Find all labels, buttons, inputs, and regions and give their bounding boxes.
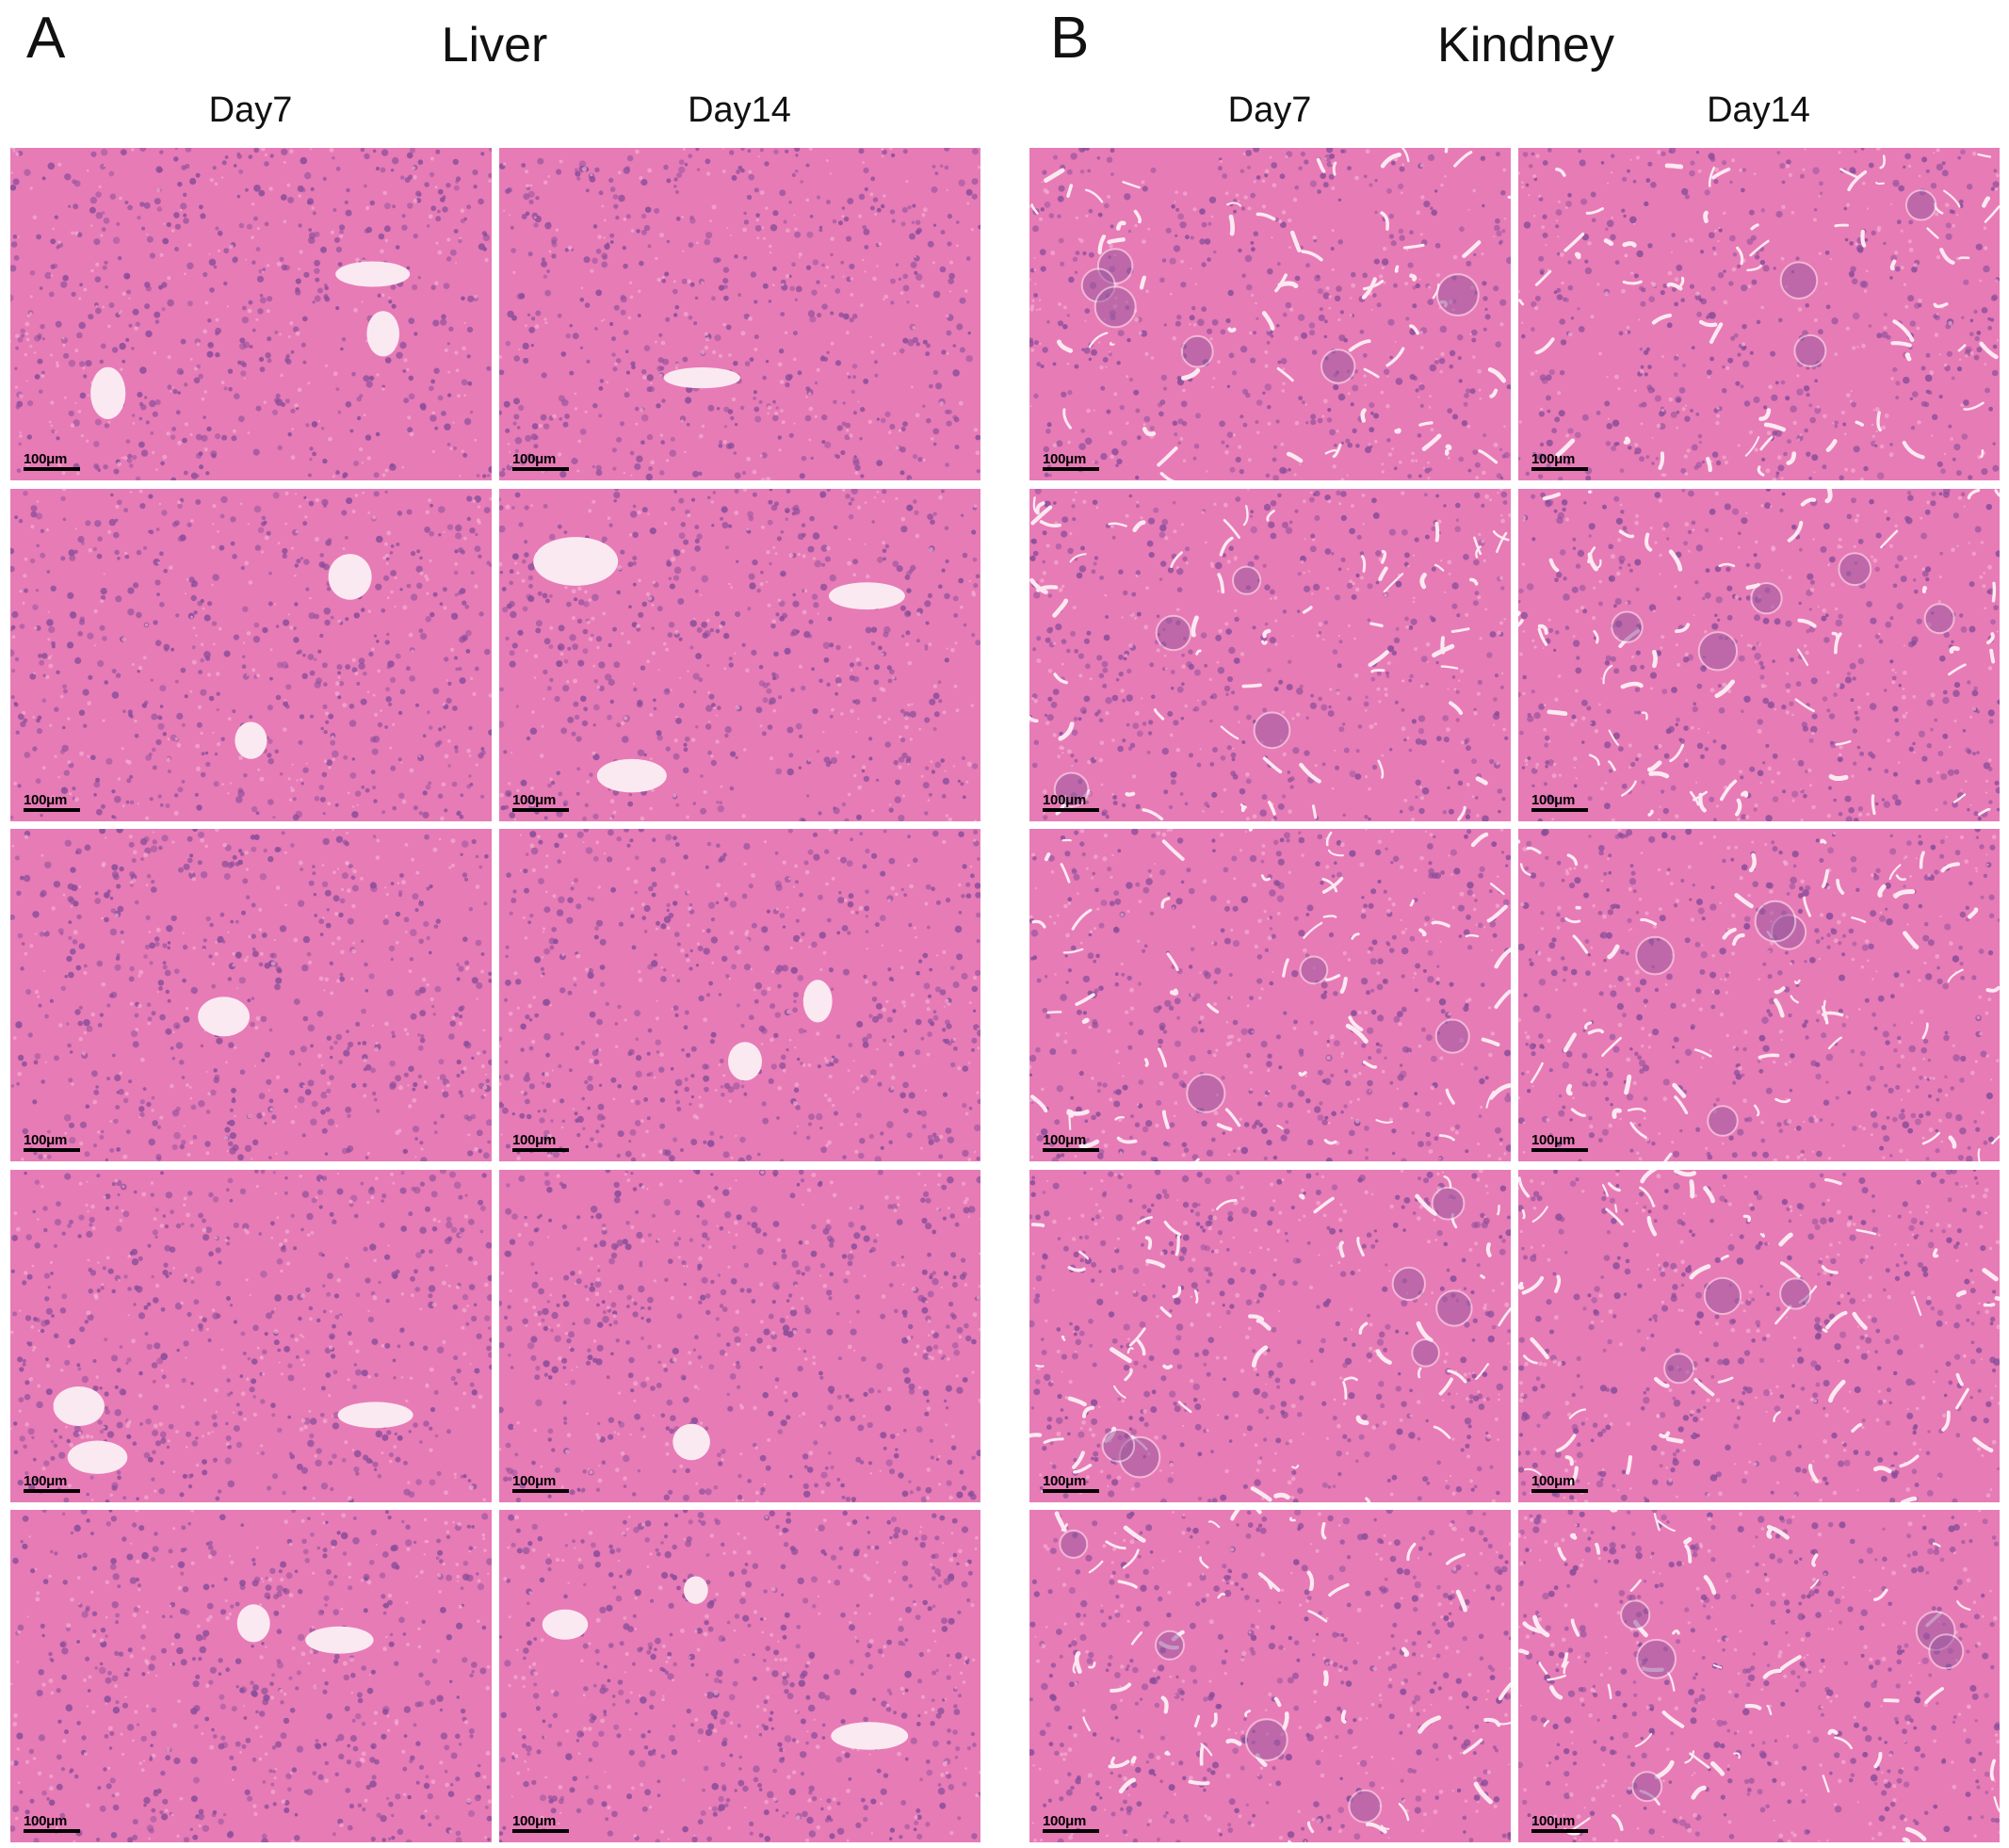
panel-a-letter: A [26, 6, 66, 71]
scale-bar-label: 100μm [24, 451, 68, 467]
scale-bar-line [512, 808, 569, 812]
kidney-micrograph-day7-row1: 100μm [1029, 148, 1511, 480]
scale-bar-label: 100μm [24, 1813, 68, 1829]
liver-micrograph-day14-row2: 100μm [499, 489, 980, 821]
scale-bar: 100μm [512, 1474, 569, 1493]
scale-bar-label: 100μm [1043, 1132, 1087, 1148]
scale-bar-line [24, 467, 80, 471]
liver-micrograph-day7-row1: 100μm [10, 148, 492, 480]
scale-bar: 100μm [1531, 1474, 1588, 1493]
scale-bar: 100μm [1043, 793, 1099, 812]
scale-bar-label: 100μm [1531, 792, 1576, 808]
panel-a-title: Liver [441, 18, 548, 73]
scale-bar: 100μm [1531, 452, 1588, 471]
scale-bar-label: 100μm [1043, 451, 1087, 467]
liver-micrograph-day7-row2: 100μm [10, 489, 492, 821]
scale-bar: 100μm [1043, 1474, 1099, 1493]
scale-bar: 100μm [24, 452, 80, 471]
scale-bar-line [1531, 1148, 1588, 1152]
scale-bar-line [512, 1829, 569, 1833]
kidney-micrograph-day14-row3: 100μm [1518, 829, 2000, 1161]
scale-bar-label: 100μm [1043, 1473, 1087, 1489]
panel-b-title: Kindney [1437, 18, 1614, 73]
scale-bar-line [1043, 1148, 1099, 1152]
scale-bar-line [512, 1489, 569, 1493]
scale-bar-line [1531, 467, 1588, 471]
liver-micrograph-day14-row3: 100μm [499, 829, 980, 1161]
scale-bar-line [1043, 808, 1099, 812]
scale-bar-line [24, 1148, 80, 1152]
panel-b-letter: B [1050, 6, 1090, 71]
scale-bar-label: 100μm [512, 1473, 557, 1489]
scale-bar-label: 100μm [24, 1132, 68, 1148]
scale-bar: 100μm [1043, 1133, 1099, 1152]
scale-bar-label: 100μm [1043, 792, 1087, 808]
kidney-micrograph-day7-row4: 100μm [1029, 1170, 1511, 1502]
scale-bar-label: 100μm [512, 451, 557, 467]
liver-micrograph-day7-row3: 100μm [10, 829, 492, 1161]
liver-day7-label: Day7 [208, 90, 293, 130]
scale-bar-line [1531, 808, 1588, 812]
scale-bar: 100μm [512, 793, 569, 812]
liver-micrograph-day14-row4: 100μm [499, 1170, 980, 1502]
liver-micrograph-day7-row4: 100μm [10, 1170, 492, 1502]
scale-bar-line [1043, 467, 1099, 471]
scale-bar-label: 100μm [1531, 1132, 1576, 1148]
scale-bar: 100μm [512, 1133, 569, 1152]
scale-bar: 100μm [24, 1814, 80, 1833]
scale-bar-line [24, 1829, 80, 1833]
scale-bar-line [1043, 1829, 1099, 1833]
scale-bar: 100μm [512, 452, 569, 471]
scale-bar: 100μm [1531, 1814, 1588, 1833]
kidney-day14-label: Day14 [1707, 90, 1810, 130]
scale-bar: 100μm [1043, 452, 1099, 471]
kidney-micrograph-day14-row2: 100μm [1518, 489, 2000, 821]
scale-bar: 100μm [1531, 793, 1588, 812]
scale-bar-label: 100μm [1531, 1473, 1576, 1489]
scale-bar: 100μm [24, 1474, 80, 1493]
kidney-micrograph-day7-row5: 100μm [1029, 1510, 1511, 1842]
scale-bar-label: 100μm [24, 1473, 68, 1489]
scale-bar-line [1531, 1489, 1588, 1493]
scale-bar: 100μm [1531, 1133, 1588, 1152]
scale-bar-line [512, 1148, 569, 1152]
scale-bar-line [1043, 1489, 1099, 1493]
kidney-micrograph-day14-row4: 100μm [1518, 1170, 2000, 1502]
kidney-micrograph-day14-row5: 100μm [1518, 1510, 2000, 1842]
scale-bar: 100μm [24, 793, 80, 812]
kidney-micrograph-day14-row1: 100μm [1518, 148, 2000, 480]
liver-micrograph-day14-row1: 100μm [499, 148, 980, 480]
scale-bar-label: 100μm [24, 792, 68, 808]
liver-day14-label: Day14 [688, 90, 791, 130]
kidney-micrograph-day7-row2: 100μm [1029, 489, 1511, 821]
scale-bar-label: 100μm [1531, 1813, 1576, 1829]
liver-micrograph-day14-row5: 100μm [499, 1510, 980, 1842]
scale-bar-label: 100μm [512, 792, 557, 808]
scale-bar-label: 100μm [1531, 451, 1576, 467]
scale-bar-line [512, 467, 569, 471]
kidney-micrograph-day7-row3: 100μm [1029, 829, 1511, 1161]
scale-bar-line [24, 1489, 80, 1493]
scale-bar-label: 100μm [512, 1813, 557, 1829]
liver-micrograph-day7-row5: 100μm [10, 1510, 492, 1842]
scale-bar-label: 100μm [1043, 1813, 1087, 1829]
scale-bar: 100μm [24, 1133, 80, 1152]
scale-bar-line [24, 808, 80, 812]
scale-bar-label: 100μm [512, 1132, 557, 1148]
scale-bar: 100μm [512, 1814, 569, 1833]
kidney-day7-label: Day7 [1227, 90, 1312, 130]
scale-bar: 100μm [1043, 1814, 1099, 1833]
scale-bar-line [1531, 1829, 1588, 1833]
